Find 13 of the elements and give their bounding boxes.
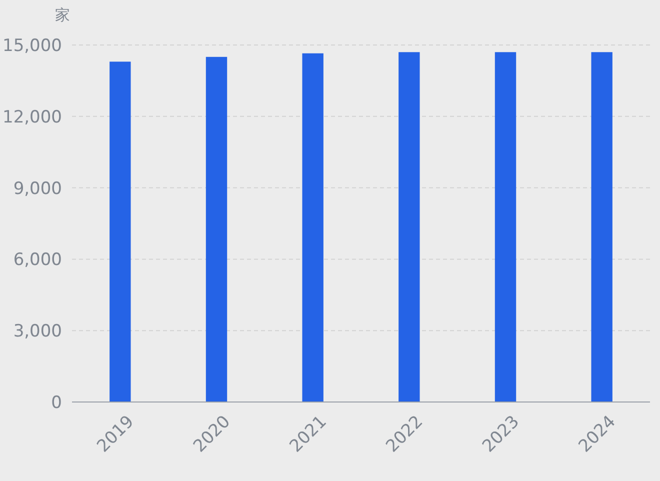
y-tick-label: 12,000 — [2, 107, 62, 128]
y-tick-label: 3,000 — [13, 322, 62, 342]
y-tick-label: 15,000 — [2, 36, 62, 56]
y-axis-title: 家 — [55, 6, 70, 24]
y-tick-label: 0 — [51, 392, 62, 413]
bar — [398, 52, 420, 402]
y-tick-label: 6,000 — [13, 250, 62, 270]
bar — [206, 56, 228, 402]
bar — [591, 52, 612, 402]
bar — [110, 62, 131, 402]
y-tick-label: 9,000 — [13, 178, 62, 199]
bar — [302, 53, 324, 402]
bar — [494, 52, 516, 402]
